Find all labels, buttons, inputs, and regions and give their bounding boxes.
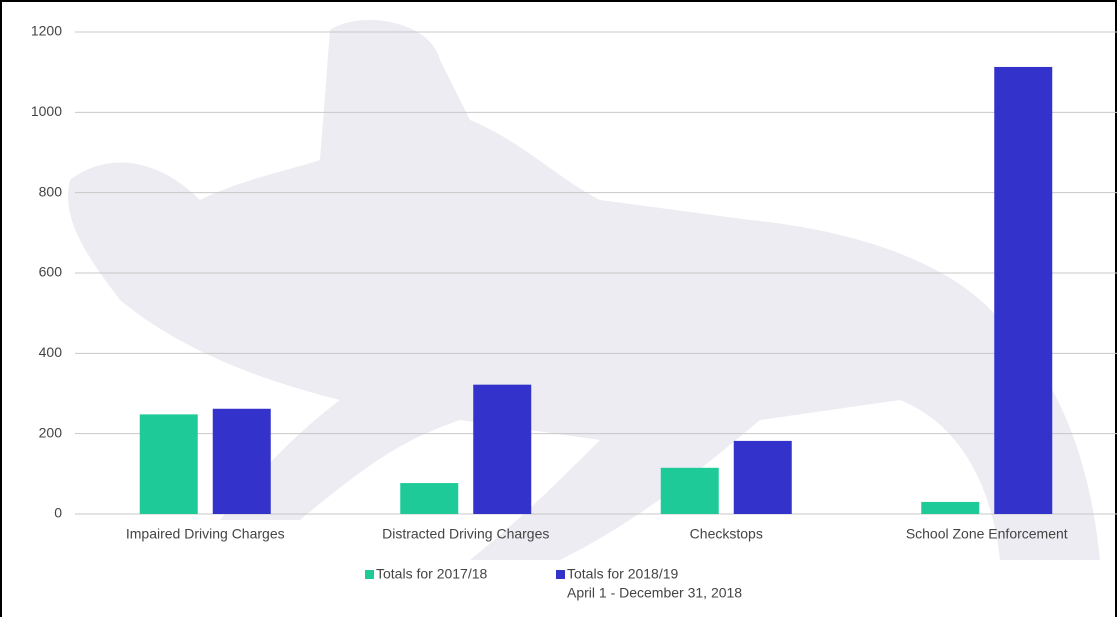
x-tick-label: Impaired Driving Charges — [126, 526, 285, 542]
y-tick-label: 600 — [39, 264, 63, 280]
legend-swatch — [365, 570, 374, 579]
y-tick-label: 0 — [54, 505, 62, 521]
y-tick-label: 1000 — [31, 103, 62, 119]
bar — [212, 408, 271, 514]
y-tick-label: 200 — [39, 424, 63, 440]
bar — [921, 501, 980, 514]
legend-swatch — [556, 570, 565, 579]
x-tick-label: Checkstops — [690, 526, 763, 542]
bar — [473, 384, 532, 514]
bar — [994, 66, 1053, 514]
bar — [733, 440, 792, 514]
x-tick-label: School Zone Enforcement — [906, 526, 1068, 542]
bar — [400, 483, 459, 514]
y-tick-label: 800 — [39, 183, 63, 199]
x-tick-label: Distracted Driving Charges — [382, 526, 549, 542]
y-tick-label: 400 — [39, 344, 63, 360]
legend-label: Totals for 2018/19 — [567, 566, 679, 582]
watermark-shape — [68, 20, 1101, 560]
y-tick-label: 1200 — [31, 23, 62, 39]
legend-note: April 1 - December 31, 2018 — [567, 585, 742, 601]
bar — [660, 467, 719, 514]
watermark — [68, 20, 1101, 560]
bar — [139, 414, 198, 514]
legend-label: Totals for 2017/18 — [376, 566, 488, 582]
